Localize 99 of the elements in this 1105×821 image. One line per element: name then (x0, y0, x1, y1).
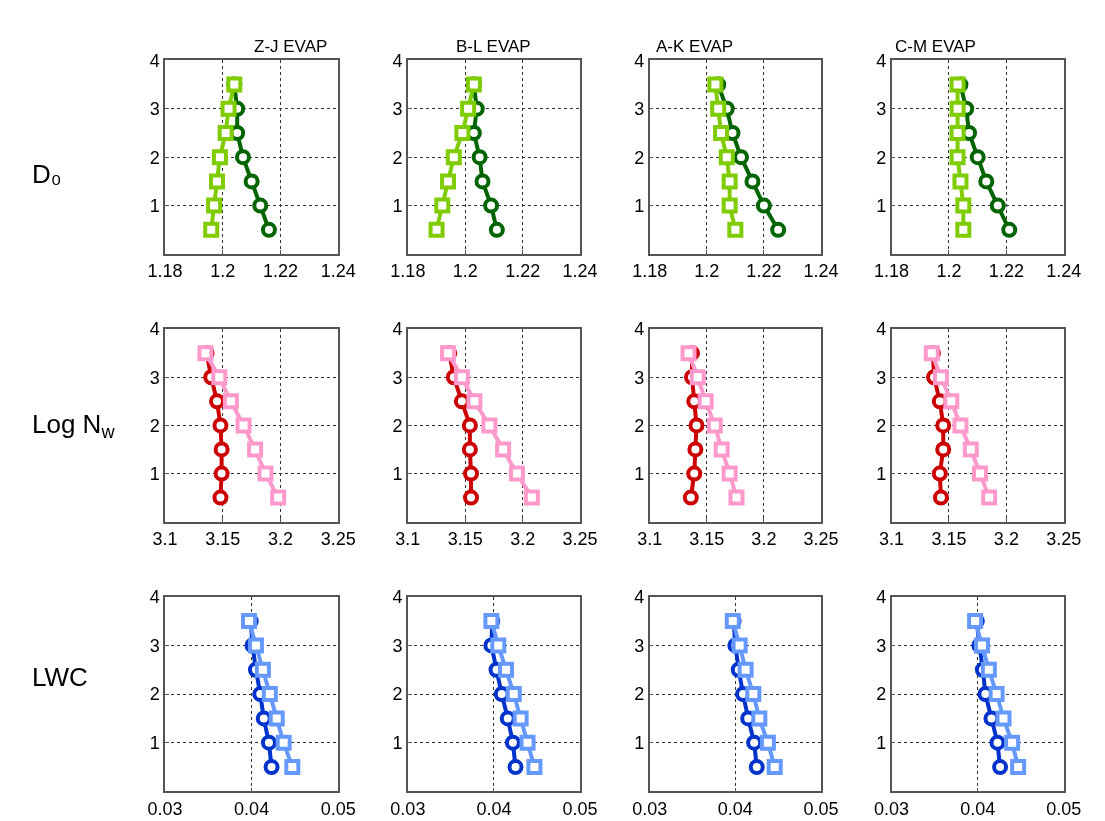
x-tick-label: 1.22 (988, 261, 1024, 282)
x-tick-label: 0.05 (1046, 798, 1082, 819)
x-tick-label: 0.03 (147, 798, 183, 819)
y-tick-label: 1 (392, 733, 403, 754)
y-tick-label: 1 (392, 463, 403, 484)
x-tick-label: 1.24 (320, 261, 356, 282)
y-tick-label: 4 (634, 50, 645, 71)
x-tick-label: 1.22 (746, 261, 782, 282)
y-tick-label: 1 (634, 733, 645, 754)
y-tick-label: 2 (876, 415, 887, 436)
y-tick-label: 3 (149, 99, 160, 120)
y-tick-label: 2 (876, 684, 887, 705)
x-tick-label: 3.25 (1046, 529, 1082, 550)
x-tick-label: 1.18 (632, 261, 668, 282)
y-tick-label: 3 (634, 635, 645, 656)
y-tick-label: 2 (876, 147, 887, 168)
y-tick-label: 1 (876, 463, 887, 484)
chart-title: B-L EVAP (456, 37, 531, 56)
y-tick-label: 1 (634, 463, 645, 484)
y-tick-label: 3 (634, 99, 645, 120)
x-tick-label: 1.18 (147, 261, 183, 282)
x-tick-label: 3.1 (152, 529, 178, 550)
x-tick-label: 1.18 (390, 261, 426, 282)
x-tick-label: 0.05 (320, 798, 356, 819)
chart-title: Z-J EVAP (254, 37, 328, 56)
y-tick-label: 2 (149, 415, 160, 436)
x-tick-label: 0.03 (632, 798, 668, 819)
x-tick-label: 3.15 (689, 529, 725, 550)
x-tick-label: 0.03 (874, 798, 910, 819)
y-tick-label: 2 (634, 147, 645, 168)
y-tick-label: 4 (876, 50, 887, 71)
y-tick-label: 1 (392, 195, 403, 216)
y-tick-label: 1 (876, 195, 887, 216)
x-tick-label: 3.25 (803, 529, 839, 550)
x-tick-label: 1.22 (505, 261, 541, 282)
x-tick-label: 3.2 (751, 529, 777, 550)
y-tick-label: 4 (149, 50, 160, 71)
y-tick-label: 4 (634, 587, 645, 608)
x-tick-label: 3.25 (320, 529, 356, 550)
y-tick-label: 4 (392, 50, 403, 71)
x-tick-label: 1.22 (262, 261, 299, 282)
x-tick-label: 3.1 (637, 529, 663, 550)
y-tick-label: 1 (876, 733, 887, 754)
x-tick-label: 1.2 (936, 261, 962, 282)
y-tick-label: 3 (876, 99, 887, 120)
x-tick-label: 0.04 (717, 798, 753, 819)
y-tick-label: 4 (392, 319, 403, 340)
y-tick-label: 3 (149, 367, 160, 388)
x-tick-label: 1.2 (694, 261, 720, 282)
y-tick-label: 4 (876, 587, 887, 608)
y-tick-label: 2 (149, 684, 160, 705)
y-tick-label: 3 (634, 367, 645, 388)
y-tick-label: 3 (392, 99, 403, 120)
x-tick-label: 3.2 (993, 529, 1019, 550)
x-tick-label: 1.2 (452, 261, 478, 282)
y-tick-label: 3 (876, 367, 887, 388)
x-tick-label: 0.04 (476, 798, 512, 819)
x-tick-label: 3.15 (205, 529, 241, 550)
x-tick-label: 3.2 (267, 529, 294, 550)
y-tick-label: 2 (634, 415, 645, 436)
y-tick-label: 1 (149, 195, 160, 216)
x-tick-label: 0.03 (390, 798, 426, 819)
x-tick-label: 1.2 (210, 261, 236, 282)
x-tick-label: 1.24 (803, 261, 839, 282)
y-tick-label: 3 (876, 635, 887, 656)
y-tick-label: 2 (634, 684, 645, 705)
x-tick-label: 1.18 (874, 261, 910, 282)
y-tick-label: 4 (634, 319, 645, 340)
y-tick-label: 4 (392, 587, 403, 608)
x-tick-label: 3.1 (879, 529, 905, 550)
y-tick-label: 1 (634, 195, 645, 216)
y-tick-label: 1 (149, 733, 160, 754)
chart-title: C-M EVAP (895, 37, 976, 56)
y-tick-label: 4 (149, 319, 160, 340)
y-tick-label: 2 (392, 147, 403, 168)
x-tick-label: 3.1 (395, 529, 421, 550)
chart-title: A-K EVAP (656, 37, 734, 56)
y-tick-label: 3 (149, 635, 160, 656)
x-tick-label: 1.24 (1046, 261, 1082, 282)
y-tick-label: 1 (149, 463, 160, 484)
x-tick-label: 3.15 (447, 529, 483, 550)
x-tick-label: 0.05 (803, 798, 839, 819)
x-tick-label: 0.04 (234, 798, 270, 819)
y-tick-label: 4 (149, 587, 160, 608)
y-axis-title: LWC (32, 662, 88, 692)
y-tick-label: 2 (392, 415, 403, 436)
y-axis-title: D₀ (32, 159, 62, 189)
x-tick-label: 0.05 (562, 798, 598, 819)
x-tick-label: 3.15 (931, 529, 967, 550)
y-tick-label: 4 (876, 319, 887, 340)
y-tick-label: 2 (149, 147, 160, 168)
x-tick-label: 3.25 (562, 529, 598, 550)
y-tick-label: 3 (392, 367, 403, 388)
y-tick-label: 2 (392, 684, 403, 705)
y-tick-label: 3 (392, 635, 403, 656)
x-tick-label: 0.04 (960, 798, 996, 819)
x-tick-label: 3.2 (510, 529, 536, 550)
y-axis-title: Log N$_{w}$ (32, 409, 116, 443)
x-tick-label: 1.24 (562, 261, 598, 282)
